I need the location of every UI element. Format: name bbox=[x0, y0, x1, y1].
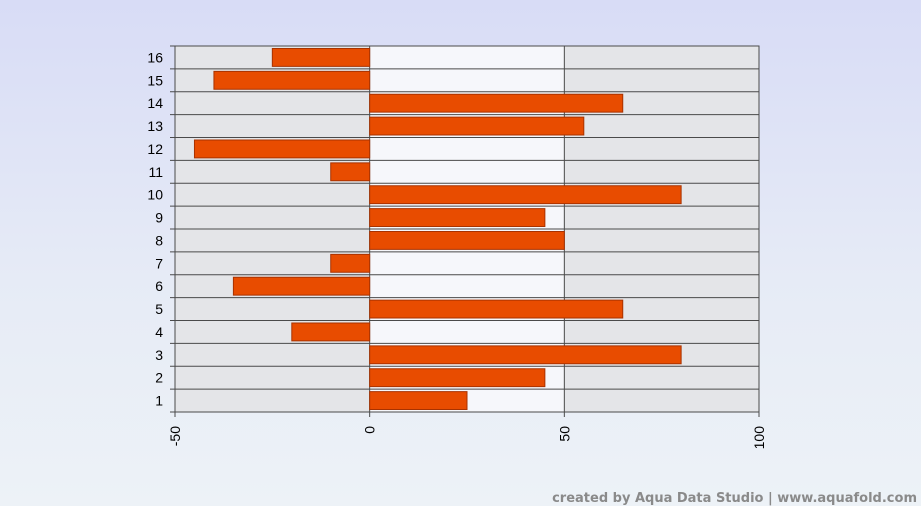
y-tick-label: 10 bbox=[147, 187, 163, 203]
y-tick-label: 16 bbox=[147, 49, 163, 65]
credit-text: created by Aqua Data Studio | www.aquafo… bbox=[552, 491, 917, 506]
bar-14 bbox=[369, 93, 624, 113]
y-tick-label: 6 bbox=[155, 278, 163, 294]
y-tick-label: 1 bbox=[155, 393, 163, 409]
y-tick-label: 4 bbox=[155, 324, 163, 340]
bar-9 bbox=[369, 208, 546, 227]
bar-7 bbox=[330, 253, 371, 273]
bar-11 bbox=[330, 162, 371, 182]
y-tick-label: 12 bbox=[147, 141, 163, 157]
y-tick-label: 8 bbox=[155, 232, 163, 248]
y-tick-label: 15 bbox=[147, 72, 163, 88]
bar-5 bbox=[369, 299, 624, 319]
bar-6 bbox=[232, 276, 371, 296]
y-tick-label: 3 bbox=[155, 347, 163, 363]
bar-15 bbox=[213, 70, 371, 90]
bar-2 bbox=[369, 368, 546, 388]
bar-13 bbox=[369, 116, 585, 136]
x-axis-tick-labels: -50 0 50 100 bbox=[167, 426, 767, 450]
bar-3 bbox=[369, 345, 682, 365]
x-tick-label: 50 bbox=[556, 426, 572, 442]
bar-12 bbox=[193, 139, 371, 159]
bars bbox=[193, 48, 682, 410]
y-tick-label: 14 bbox=[147, 95, 163, 111]
x-tick-label: 0 bbox=[362, 426, 378, 434]
y-tick-label: 9 bbox=[155, 210, 163, 226]
x-tick-label: -50 bbox=[167, 426, 183, 446]
plot-border bbox=[174, 45, 760, 413]
y-tick-label: 5 bbox=[155, 301, 163, 317]
bar-10 bbox=[369, 185, 682, 205]
bar-16 bbox=[271, 48, 371, 67]
x-tick-label: 100 bbox=[751, 426, 767, 450]
y-tick-label: 2 bbox=[155, 370, 163, 386]
y-tick-label: 7 bbox=[155, 255, 163, 271]
bar-8 bbox=[369, 231, 565, 250]
bar-1 bbox=[369, 391, 468, 410]
horizontal-gridlines bbox=[170, 45, 759, 413]
y-tick-label: 11 bbox=[148, 164, 163, 180]
bar-4 bbox=[291, 322, 371, 342]
y-tick-label: 13 bbox=[147, 118, 163, 134]
